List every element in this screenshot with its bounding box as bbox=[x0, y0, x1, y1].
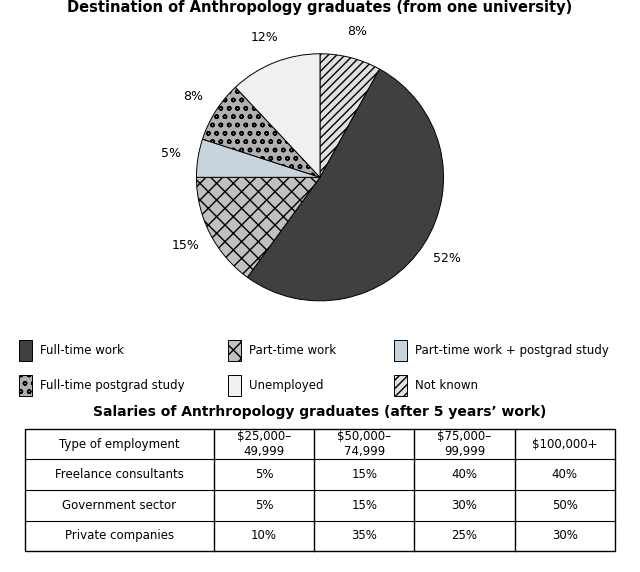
Text: Government sector: Government sector bbox=[63, 499, 177, 512]
Bar bbox=[394, 340, 407, 361]
Text: 30%: 30% bbox=[451, 499, 477, 512]
Text: 15%: 15% bbox=[351, 468, 377, 481]
Text: Freelance consultants: Freelance consultants bbox=[55, 468, 184, 481]
Text: 5%: 5% bbox=[255, 468, 273, 481]
Text: $75,000–
99,999: $75,000– 99,999 bbox=[437, 430, 492, 458]
Text: Type of employment: Type of employment bbox=[60, 438, 180, 451]
Text: 40%: 40% bbox=[552, 468, 578, 481]
Text: 50%: 50% bbox=[552, 499, 578, 512]
Text: 15%: 15% bbox=[172, 239, 200, 252]
Bar bbox=[394, 375, 407, 396]
Text: 12%: 12% bbox=[251, 31, 278, 43]
Text: $25,000–
49,999: $25,000– 49,999 bbox=[237, 430, 291, 458]
Bar bbox=[19, 340, 33, 361]
Bar bbox=[25, 429, 615, 551]
Text: 8%: 8% bbox=[183, 90, 203, 103]
Wedge shape bbox=[236, 54, 320, 177]
Text: 25%: 25% bbox=[451, 529, 477, 542]
Text: Full-time postgrad study: Full-time postgrad study bbox=[40, 379, 184, 392]
Text: Part-time work + postgrad study: Part-time work + postgrad study bbox=[415, 344, 609, 357]
Wedge shape bbox=[196, 139, 320, 177]
Text: Full-time work: Full-time work bbox=[40, 344, 124, 357]
Text: Salaries of Antrhropology graduates (after 5 years’ work): Salaries of Antrhropology graduates (aft… bbox=[93, 404, 547, 419]
Text: 35%: 35% bbox=[351, 529, 377, 542]
Text: 8%: 8% bbox=[348, 25, 367, 38]
Text: Part-time work: Part-time work bbox=[249, 344, 336, 357]
Text: 52%: 52% bbox=[433, 252, 461, 265]
Text: Not known: Not known bbox=[415, 379, 477, 392]
Wedge shape bbox=[196, 177, 320, 277]
Wedge shape bbox=[320, 54, 380, 177]
Text: 40%: 40% bbox=[451, 468, 477, 481]
Text: 10%: 10% bbox=[251, 529, 277, 542]
Text: Private companies: Private companies bbox=[65, 529, 174, 542]
Text: 30%: 30% bbox=[552, 529, 578, 542]
Text: $50,000–
74,999: $50,000– 74,999 bbox=[337, 430, 391, 458]
Bar bbox=[228, 375, 241, 396]
Text: Unemployed: Unemployed bbox=[249, 379, 323, 392]
Title: Destination of Anthropology graduates (from one university): Destination of Anthropology graduates (f… bbox=[67, 0, 573, 15]
Text: 15%: 15% bbox=[351, 499, 377, 512]
Text: 5%: 5% bbox=[161, 147, 181, 160]
Wedge shape bbox=[248, 69, 444, 301]
Wedge shape bbox=[202, 88, 320, 177]
Text: $100,000+: $100,000+ bbox=[532, 438, 597, 451]
Text: 5%: 5% bbox=[255, 499, 273, 512]
Bar bbox=[19, 375, 33, 396]
Bar bbox=[228, 340, 241, 361]
